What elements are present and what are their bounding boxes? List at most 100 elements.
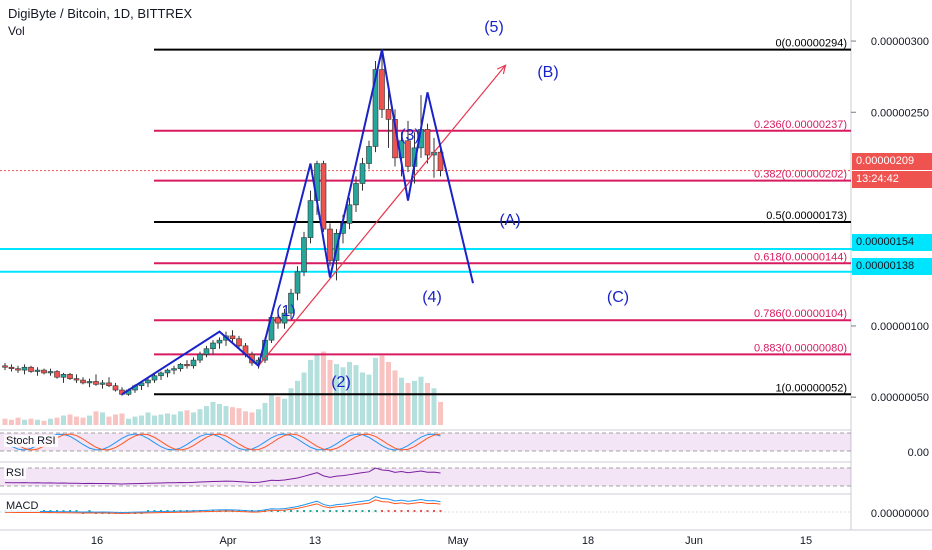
wave-label: (C) <box>607 289 629 306</box>
level-tag-bg <box>852 234 932 251</box>
candle-body <box>177 364 184 369</box>
trend-line <box>258 64 506 367</box>
candle-body <box>158 372 164 377</box>
candle-body <box>353 183 359 206</box>
volume-bar <box>230 407 235 425</box>
volume-bar <box>327 359 333 425</box>
volume-bar <box>405 383 411 425</box>
macd-histogram-bar <box>69 510 71 512</box>
rsi-label: RSI <box>4 467 27 479</box>
candle-body <box>151 375 158 381</box>
candle-body <box>171 368 177 371</box>
macd-histogram-bar <box>75 510 78 512</box>
candle-body <box>21 366 28 371</box>
price-tick-label: 0.00000100 <box>871 321 929 333</box>
level-tag-1: 0.00000154 <box>856 236 915 248</box>
candle-body <box>327 228 333 261</box>
candle-body <box>164 369 171 374</box>
macd-histogram-bar <box>400 510 403 512</box>
time-axis-label: Jun <box>685 535 703 547</box>
candle-body <box>301 237 307 273</box>
volume-bar <box>275 396 281 425</box>
stoch-k-line <box>4 433 441 451</box>
fib-level-label: 0.883(0.00000080) <box>754 342 847 354</box>
candle-body <box>294 271 301 294</box>
volume-bar <box>28 418 34 425</box>
macd-histogram-bar <box>56 510 58 512</box>
fib-level-label: 0.5(0.00000173) <box>766 210 847 222</box>
fib-level-label: 0.382(0.00000202) <box>754 169 847 181</box>
price-tick-label: 0.00000300 <box>871 36 929 48</box>
stoch-d-line <box>4 433 441 451</box>
volume-bar <box>223 406 229 425</box>
fib-level-label: 0(0.00000294) <box>775 38 847 50</box>
time-axis-label: 15 <box>800 535 812 547</box>
volume-bar <box>269 393 274 425</box>
volume-bar <box>145 412 151 425</box>
volume-bar <box>9 419 14 425</box>
time-axis-label: 13 <box>309 535 321 547</box>
macd-histogram-bar <box>387 510 390 512</box>
macd-histogram-bar <box>309 510 312 512</box>
volume-bar <box>197 409 203 425</box>
volume-bar <box>178 411 183 425</box>
stoch-band <box>0 433 851 451</box>
macd-histogram-bar <box>439 510 442 512</box>
macd-histogram-bar <box>407 510 409 512</box>
last-price-tag: 0.00000209 <box>856 155 915 167</box>
macd-histogram-bar <box>420 510 422 512</box>
candle-body <box>28 366 34 372</box>
stoch-rsi-label: Stoch RSI <box>4 435 58 447</box>
macd-histogram-bar <box>433 510 435 512</box>
macd-line <box>4 496 441 514</box>
volume-bar <box>288 388 294 425</box>
volume-bar <box>67 414 73 425</box>
candle-body <box>60 374 67 378</box>
volume-bar <box>35 419 40 425</box>
volume-bar <box>106 416 112 425</box>
volume-bar <box>100 412 105 425</box>
volume-bar <box>171 414 177 425</box>
volume-bar <box>438 401 443 425</box>
rsi-line <box>4 467 441 485</box>
volume-bar <box>80 417 86 425</box>
volume-bar <box>158 414 164 425</box>
wave-label: (4) <box>422 289 442 306</box>
candle-body <box>405 140 411 167</box>
volume-bar <box>243 411 248 425</box>
wave-label: (1) <box>276 303 296 320</box>
price-tick-label: 0.00000050 <box>871 392 929 404</box>
candle-body <box>106 382 112 387</box>
candle-body <box>307 200 314 238</box>
volume-bar <box>48 418 53 425</box>
macd-histogram-bar <box>329 510 331 512</box>
macd-histogram-bar <box>62 510 65 512</box>
candle-body <box>2 365 8 368</box>
level-tag-bg <box>852 258 932 275</box>
volume-bar <box>360 372 365 425</box>
volume-bar <box>165 413 170 425</box>
trend-arrow-head <box>497 64 507 75</box>
volume-bar <box>61 415 66 425</box>
volume-bar <box>314 353 320 425</box>
macd-histogram-bar <box>368 510 370 512</box>
volume-bar <box>204 406 209 425</box>
volume-bar <box>236 408 242 425</box>
volume-bar <box>54 417 60 425</box>
macd-histogram-bar <box>43 510 45 512</box>
rsi-band <box>0 468 851 486</box>
candle-body <box>47 371 54 374</box>
volume-bar <box>418 376 424 425</box>
macd-histogram-bar <box>335 510 338 512</box>
volume-bar <box>191 412 196 425</box>
macd-histogram-bar <box>290 510 292 512</box>
volume-bar <box>210 401 216 425</box>
candle-body <box>145 379 151 384</box>
volume-bar <box>126 418 131 425</box>
candle-body <box>99 382 106 385</box>
macd-histogram-bar <box>381 510 383 512</box>
time-axis-label: Apr <box>219 535 236 547</box>
volume-bar <box>119 413 125 425</box>
volume-bar <box>139 415 144 425</box>
